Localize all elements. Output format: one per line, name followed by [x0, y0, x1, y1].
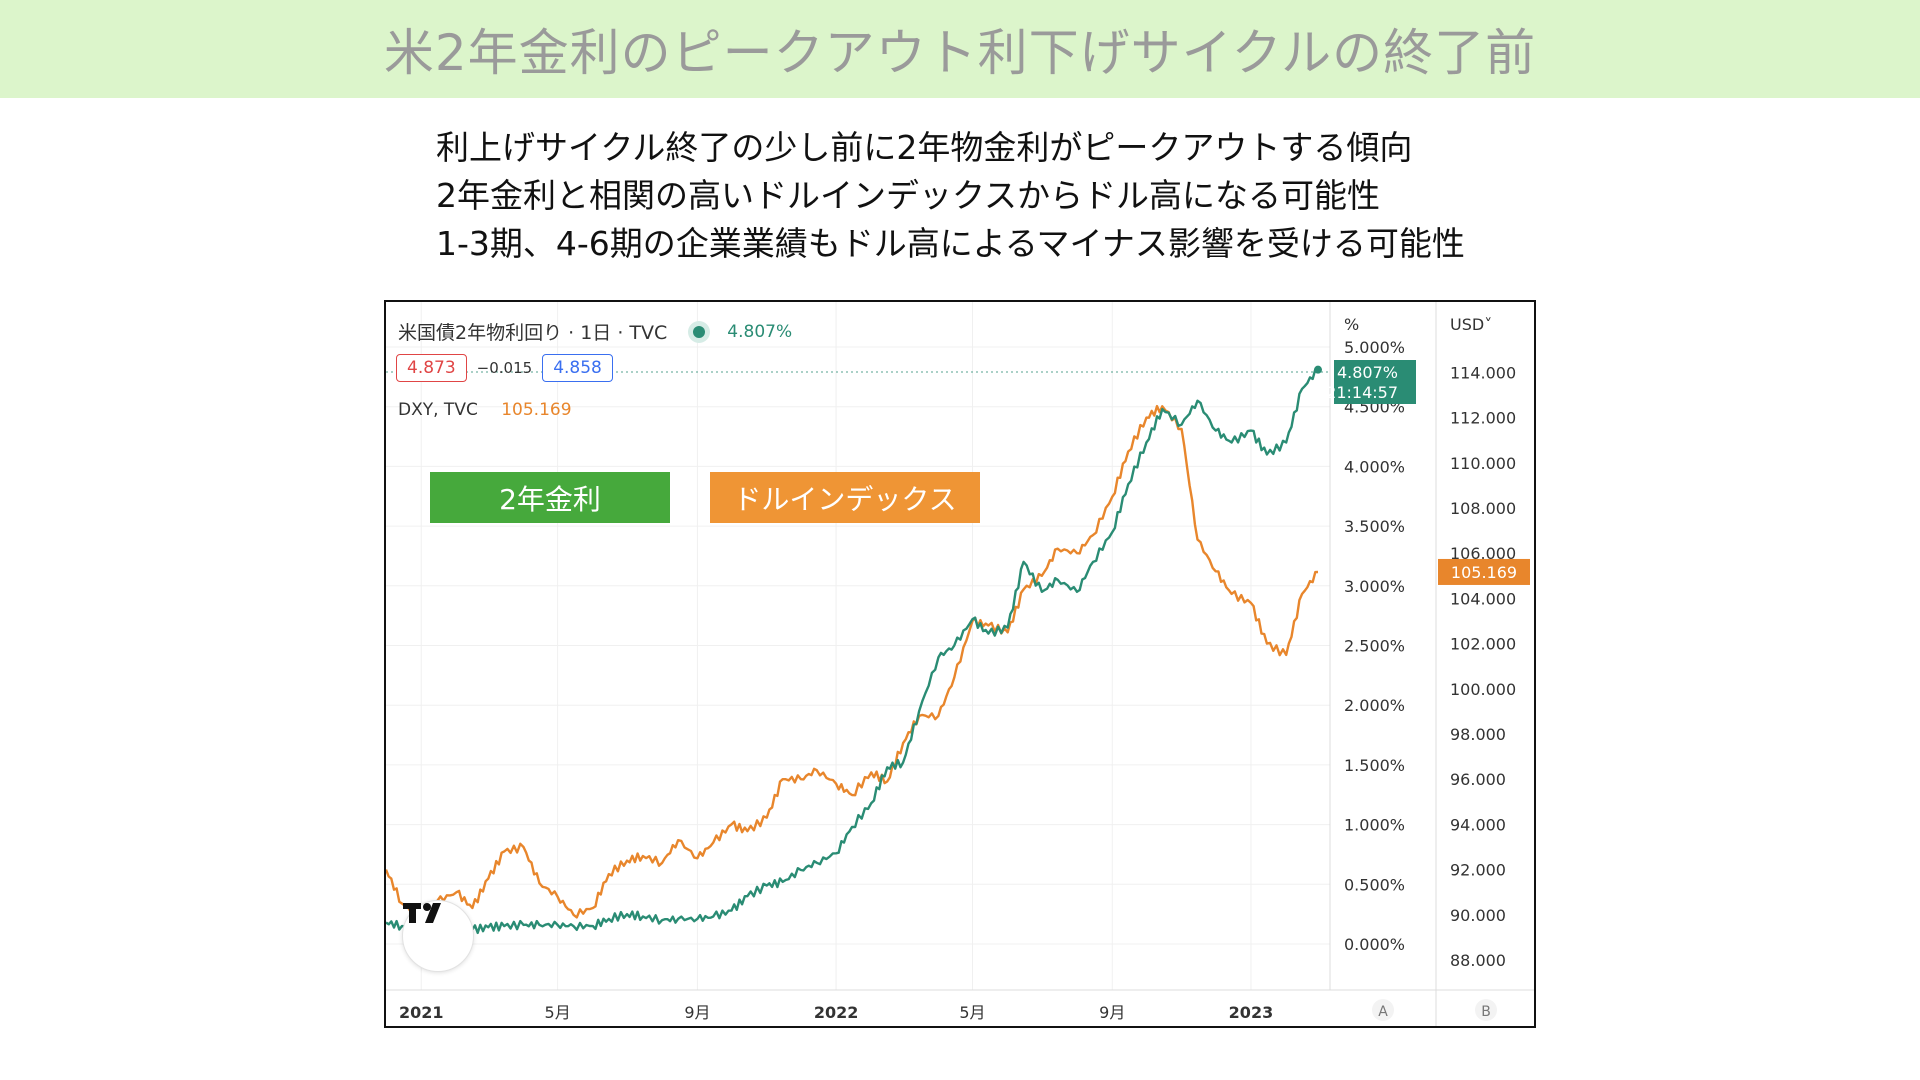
series-line-dxy: [386, 404, 1319, 922]
scale-b-button[interactable]: [1475, 999, 1497, 1021]
scale-a-button[interactable]: [1372, 999, 1394, 1021]
series-line-yield: [386, 368, 1319, 936]
right-axis-tick-label: 92.000: [1450, 861, 1506, 880]
price-tag-dxy: 105.169: [1451, 563, 1517, 582]
right-axis-tick-label: 104.000: [1450, 589, 1516, 608]
left-axis-tick-label: 2.500%: [1344, 637, 1405, 656]
right-axis-tick-label: 114.000: [1450, 363, 1516, 382]
series-title-yield: 米国債2年物利回り · 1日 · TVC: [398, 322, 668, 344]
series-legend-yield[interactable]: 米国債2年物利回り · 1日 · TVC 4.807%: [398, 318, 792, 345]
left-axis-tick-label: 3.000%: [1344, 577, 1405, 596]
x-axis-tick-label: 9月: [684, 1003, 710, 1022]
x-axis-tick-label: 9月: [1099, 1003, 1125, 1022]
spread-value: −0.015: [476, 359, 533, 377]
left-axis-tick-label: 3.500%: [1344, 517, 1405, 536]
left-axis-tick-label: 0.500%: [1344, 875, 1405, 894]
right-axis-tick-label: 112.000: [1450, 409, 1516, 428]
series-title-dxy: DXY, TVC: [398, 400, 478, 420]
bid-button[interactable]: 4.873: [396, 354, 467, 382]
ask-button[interactable]: 4.858: [542, 354, 613, 382]
right-axis-tick-label: 110.000: [1450, 454, 1516, 473]
label-tag-yield: 2年金利: [430, 472, 670, 523]
left-axis-tick-label: 1.500%: [1344, 756, 1405, 775]
page-title: 米2年金利のピークアウト利下げサイクルの終了前: [383, 24, 1537, 82]
left-axis-tick-label: 4.000%: [1344, 457, 1405, 476]
x-axis-tick-label: 2021: [399, 1003, 444, 1022]
right-axis-tick-label: 106.000: [1450, 544, 1516, 563]
right-axis-tick-label: 102.000: [1450, 635, 1516, 654]
left-axis-tick-label: 1.000%: [1344, 816, 1405, 835]
left-axis-tick-label: 2.000%: [1344, 696, 1405, 715]
right-axis-unit-button[interactable]: USD˅: [1450, 315, 1492, 334]
right-axis-tick-label: 98.000: [1450, 725, 1506, 744]
price-tag-yield-bg: [1334, 360, 1416, 404]
tradingview-glyph-icon: [403, 903, 441, 923]
chart-panel: 0.000% 0.500% 1.000% 1.500% 2.000% 2.500% 3.00…: [384, 300, 1536, 1028]
x-axis-tick-label: 2022: [814, 1003, 859, 1022]
left-axis-tick-label: 0.000%: [1344, 935, 1405, 954]
bullet-item: 2年金利と相関の高いドルインデックスからドル高になる可能性: [436, 176, 1381, 215]
x-axis-tick-label: 5月: [959, 1003, 985, 1022]
right-axis-tick-label: 108.000: [1450, 499, 1516, 518]
bullet-list: 利上げサイクル終了の少し前に2年物金利がピークアウトする傾向 2年金利と相関の高…: [436, 124, 1465, 268]
right-axis-tick-label: 100.000: [1450, 680, 1516, 699]
right-axis-ticks: 88.000 90.000 92.000 94.000 96.000 98.000 100.…: [1450, 363, 1516, 970]
left-axis-ticks: 0.000% 0.500% 1.000% 1.500% 2.000% 2.500% 3.00…: [1344, 338, 1405, 954]
left-axis-unit: %: [1344, 315, 1359, 334]
x-axis-tick-label: 5月: [545, 1003, 571, 1022]
right-axis-tick-label: 96.000: [1450, 770, 1506, 789]
title-banner: 米2年金利のピークアウト利下げサイクルの終了前: [0, 0, 1920, 98]
right-axis-tick-label: 88.000: [1450, 951, 1506, 970]
x-axis-ticks: 2021 5月 9月 2022 5月 9月 2023: [399, 1003, 1273, 1022]
bullet-item: 利上げサイクル終了の少し前に2年物金利がピークアウトする傾向: [436, 128, 1413, 167]
price-tag-yield-time: 21:14:57: [1326, 383, 1398, 402]
price-tag-dxy-bg: [1438, 558, 1530, 585]
last-point-marker: [1314, 365, 1322, 374]
left-axis-tick-label: 5.000%: [1344, 338, 1405, 357]
right-axis-tick-label: 94.000: [1450, 815, 1506, 834]
x-axis-tick-label: 2023: [1229, 1003, 1274, 1022]
right-axis-tick-label: 90.000: [1450, 906, 1506, 925]
bullet-item: 1-3期、4-6期の企業業績もドル高によるマイナス影響を受ける可能性: [436, 224, 1465, 263]
series-legend-dxy[interactable]: DXY, TVC 105.169: [398, 400, 572, 420]
price-tag-yield-value: 4.807%: [1337, 363, 1398, 382]
series-last-value-yield: 4.807%: [727, 321, 793, 342]
grid: [386, 302, 1330, 990]
label-tag-dxy: ドルインデックス: [710, 472, 980, 523]
live-status-icon: [693, 325, 706, 338]
scale-a-label: A: [1378, 1004, 1388, 1020]
bid-ask-row: 4.873 −0.015 4.858: [396, 354, 613, 382]
chart-svg: 0.000% 0.500% 1.000% 1.500% 2.000% 2.500% 3.00…: [386, 302, 1534, 1026]
series-last-value-dxy: 105.169: [501, 400, 572, 420]
scale-b-label: B: [1481, 1004, 1491, 1020]
tradingview-logo-icon[interactable]: [402, 900, 474, 972]
